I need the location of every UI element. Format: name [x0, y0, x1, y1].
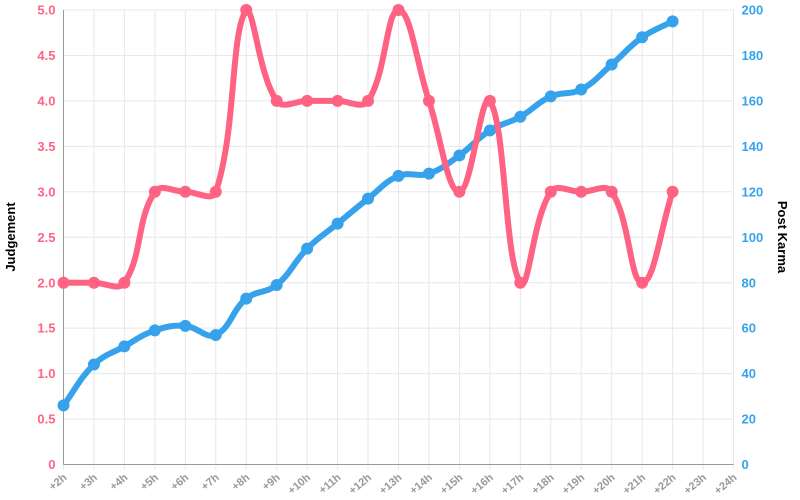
judgement-point[interactable]: [240, 4, 253, 16]
left-tick-label: 1.5: [37, 321, 55, 336]
x-tick-label: +15h: [438, 471, 465, 497]
left-tick-label: 1.0: [37, 366, 55, 381]
left-tick-label: 3.5: [37, 139, 55, 154]
judgement-point[interactable]: [301, 94, 314, 107]
post-karma-point[interactable]: [209, 328, 222, 341]
post-karma-point[interactable]: [270, 278, 283, 291]
post-karma-series: [57, 15, 679, 412]
tick-labels: 0 0.5 1.0 1.5 2.0 2.5 3.0 3.5 4.0 4.5 5.0 0 20 40 60 80…: [37, 3, 763, 498]
x-tick-label: +8h: [230, 471, 253, 493]
judgement-point[interactable]: [636, 276, 649, 289]
x-tick-label: +7h: [199, 471, 222, 493]
x-tick-label: +11h: [317, 471, 344, 496]
judgement-point[interactable]: [118, 276, 131, 289]
x-tick-label: +12h: [347, 471, 374, 497]
right-tick-label: 60: [742, 321, 756, 336]
post-karma-point[interactable]: [544, 90, 557, 103]
x-tick-label: +17h: [499, 471, 526, 497]
judgement-point[interactable]: [575, 185, 588, 198]
judgement-point[interactable]: [57, 276, 70, 289]
right-tick-label: 80: [742, 275, 756, 290]
left-tick-label: 4.0: [37, 93, 55, 108]
post-karma-point[interactable]: [422, 167, 435, 180]
x-tick-label: +20h: [590, 471, 617, 497]
right-tick-label: 20: [742, 412, 756, 427]
x-tick-label: +19h: [560, 471, 587, 497]
x-tick-label: +23h: [682, 471, 709, 497]
right-tick-label: 40: [742, 366, 756, 381]
judgement-point[interactable]: [544, 185, 557, 198]
judgement-point[interactable]: [422, 94, 435, 107]
x-tick-label: +24h: [712, 471, 739, 497]
right-axis-title: Post Karma: [775, 201, 790, 274]
post-karma-point[interactable]: [331, 217, 344, 230]
judgement-point[interactable]: [453, 185, 466, 198]
x-tick-label: +2h: [47, 471, 70, 493]
left-tick-label: 0.5: [37, 412, 55, 427]
post-karma-point[interactable]: [240, 292, 253, 305]
right-tick-label: 100: [742, 230, 764, 245]
post-karma-point[interactable]: [57, 399, 70, 412]
judgement-point[interactable]: [392, 4, 405, 16]
left-tick-label: 5.0: [37, 3, 55, 18]
left-tick-label: 2.0: [37, 275, 55, 290]
x-tick-label: +6h: [169, 471, 192, 493]
left-tick-label: 3.0: [37, 184, 55, 199]
right-tick-label: 200: [742, 3, 764, 18]
left-tick-label: 2.5: [37, 230, 55, 245]
post-karma-point[interactable]: [301, 242, 314, 255]
right-tick-label: 140: [742, 139, 764, 154]
post-karma-point[interactable]: [179, 319, 192, 332]
post-karma-point[interactable]: [118, 340, 131, 353]
judgement-point[interactable]: [483, 94, 496, 107]
judgement-line: [60, 7, 676, 290]
judgement-series: [57, 4, 679, 290]
post-karma-point[interactable]: [392, 169, 405, 182]
post-karma-point[interactable]: [148, 324, 161, 337]
judgement-point[interactable]: [605, 185, 618, 198]
judgement-point[interactable]: [270, 94, 283, 107]
post-karma-point[interactable]: [87, 358, 100, 371]
judgement-point[interactable]: [87, 276, 100, 289]
left-axis-title: Judgement: [3, 202, 18, 272]
right-tick-label: 180: [742, 48, 764, 63]
post-karma-point[interactable]: [362, 192, 375, 205]
grid: [63, 9, 734, 470]
right-tick-label: 120: [742, 184, 764, 199]
x-tick-label: +4h: [108, 471, 131, 493]
x-tick-label: +18h: [530, 471, 557, 497]
judgement-point[interactable]: [362, 94, 375, 107]
post-karma-point[interactable]: [636, 31, 649, 44]
x-tick-label: +9h: [260, 471, 283, 493]
x-tick-label: +22h: [651, 471, 678, 497]
series: [57, 4, 679, 412]
judgement-point[interactable]: [179, 185, 192, 198]
left-tick-label: 4.5: [37, 48, 55, 63]
post-karma-point[interactable]: [575, 83, 588, 96]
x-tick-label: +21h: [621, 471, 648, 497]
left-tick-label: 0: [48, 457, 55, 472]
post-karma-point[interactable]: [453, 149, 466, 162]
judgement-point[interactable]: [514, 276, 527, 289]
judgement-point[interactable]: [148, 185, 161, 198]
post-karma-point[interactable]: [666, 15, 679, 28]
post-karma-point[interactable]: [605, 58, 618, 71]
post-karma-point[interactable]: [514, 110, 527, 123]
post-karma-point[interactable]: [483, 124, 496, 137]
right-tick-label: 0: [742, 457, 749, 472]
judgement-point[interactable]: [331, 94, 344, 107]
x-tick-label: +14h: [408, 471, 435, 497]
judgement-point[interactable]: [209, 185, 222, 198]
axis-lines: [63, 10, 734, 465]
right-tick-label: 160: [742, 93, 764, 108]
judgement-point[interactable]: [666, 185, 679, 198]
x-tick-label: +3h: [77, 471, 100, 493]
x-tick-label: +13h: [377, 471, 404, 497]
x-tick-label: +5h: [138, 471, 161, 493]
x-tick-label: +10h: [286, 471, 313, 497]
x-tick-label: +16h: [469, 471, 496, 497]
